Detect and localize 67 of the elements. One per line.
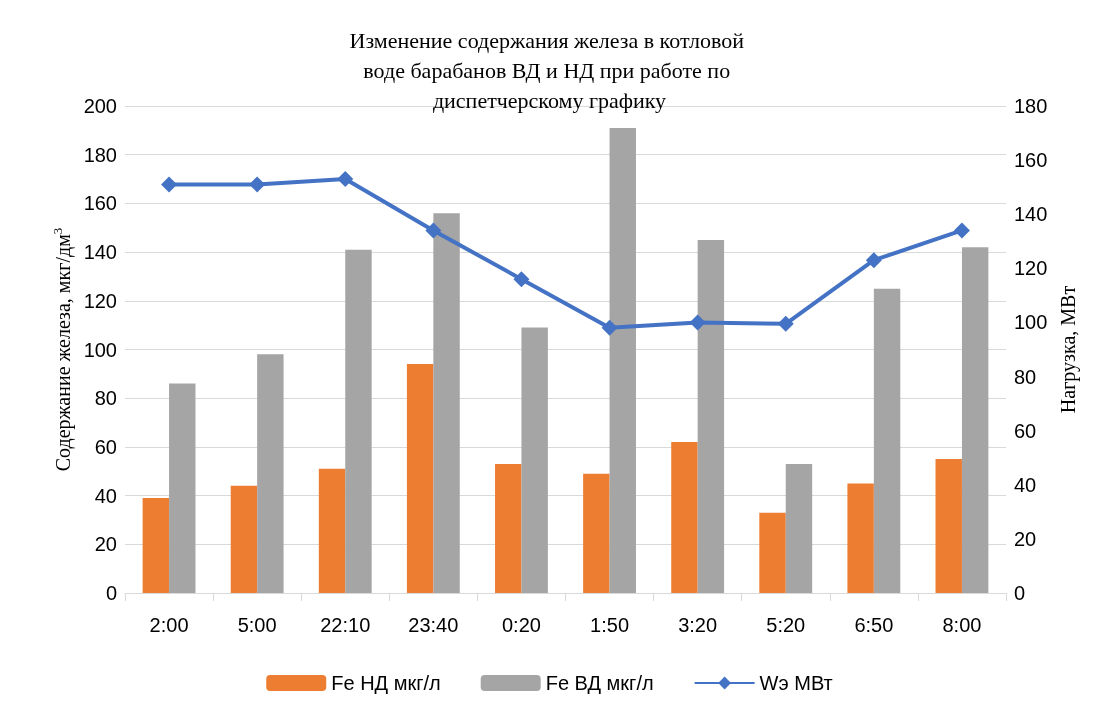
x-tick-label: 3:20 — [678, 614, 718, 636]
y-tick-label: 40 — [94, 484, 117, 507]
point — [953, 222, 970, 239]
x-tick-label: 23:40 — [408, 614, 459, 636]
bar — [142, 498, 170, 593]
x-tick-label: 5:00 — [237, 614, 277, 636]
bar — [318, 468, 346, 593]
bar — [935, 459, 962, 593]
x-tick-label: 0:20 — [501, 614, 541, 636]
point — [777, 315, 794, 332]
bar — [433, 213, 460, 593]
point — [337, 171, 354, 188]
bar — [345, 249, 372, 593]
bar — [169, 383, 196, 593]
y2-tick-label: 160 — [1014, 149, 1048, 172]
bar — [671, 442, 698, 593]
bar — [759, 512, 786, 593]
bar — [521, 327, 548, 593]
x-tick-label: 22:10 — [320, 614, 371, 636]
y-tick-label: 80 — [94, 387, 117, 410]
point — [689, 314, 706, 331]
y2-tick-label: 80 — [1014, 365, 1037, 388]
y-axis-title: Содержание железа, мкг/дм3 — [50, 227, 75, 472]
point — [513, 271, 530, 288]
y2-tick-label: 100 — [1014, 311, 1048, 334]
bar — [847, 483, 874, 593]
point — [249, 176, 266, 193]
point — [425, 222, 442, 239]
y2-tick-label: 60 — [1014, 419, 1037, 442]
bar — [406, 364, 434, 593]
y2-tick-label: 0 — [1014, 582, 1026, 604]
bar — [873, 288, 901, 593]
point — [161, 176, 178, 193]
y-tick-label: 160 — [83, 192, 117, 215]
x-tick-label: 5:20 — [766, 614, 806, 636]
x-tick-label: 8:00 — [942, 614, 982, 636]
y2-tick-label: 40 — [1014, 473, 1037, 496]
y-tick-label: 120 — [83, 289, 117, 312]
bar — [609, 127, 636, 593]
point — [865, 252, 882, 269]
legend-label: Wэ МВт — [759, 672, 833, 694]
bar — [583, 473, 610, 593]
y2-tick-label: 20 — [1014, 527, 1037, 550]
x-tick-label: 6:50 — [854, 614, 894, 636]
y-tick-label: 20 — [94, 533, 117, 556]
bar — [495, 463, 522, 593]
y-tick-label: 60 — [94, 435, 117, 458]
y-tick-label: 140 — [83, 241, 117, 264]
bar — [257, 354, 284, 593]
bar — [961, 247, 989, 593]
bar — [785, 463, 813, 593]
x-tick-label: 2:00 — [149, 614, 189, 636]
y2-axis-title: Нагрузка, МВт — [1057, 285, 1081, 414]
y-tick-label: 0 — [105, 582, 117, 604]
y-tick-label: 180 — [83, 143, 117, 166]
bar — [697, 239, 725, 593]
y-tick-label: 200 — [83, 95, 117, 117]
bar — [230, 485, 258, 593]
x-tick-label: 1:50 — [590, 614, 630, 636]
point — [601, 319, 618, 336]
y-tick-label: 100 — [83, 338, 117, 361]
y2-tick-label: 120 — [1014, 257, 1048, 280]
y2-tick-label: 140 — [1014, 203, 1048, 226]
chart-title: Изменение содержания железа в котловой воде барабанов ВД и НД при работе по диспетчерскому графику — [349, 27, 750, 113]
legend-label: Fe НД мкг/л — [331, 672, 441, 694]
legend-label: Fe ВД мкг/л — [545, 672, 654, 694]
y2-tick-label: 180 — [1014, 95, 1048, 117]
